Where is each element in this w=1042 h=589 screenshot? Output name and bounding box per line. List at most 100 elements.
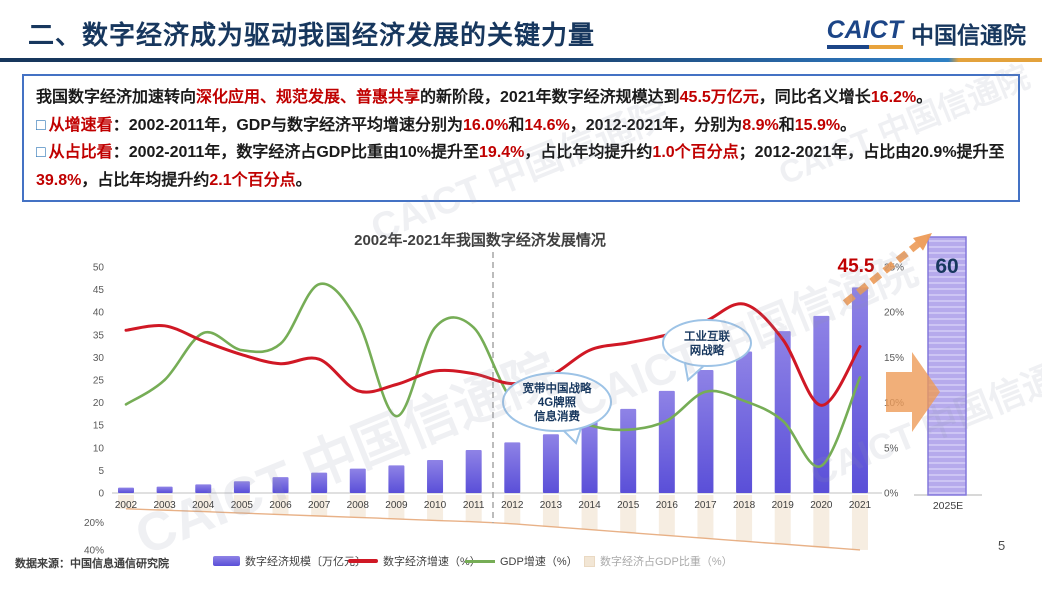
digital-economy-bar bbox=[697, 370, 714, 493]
emphasis-text: 14.6% bbox=[524, 116, 570, 134]
left-axis-tick: 0 bbox=[98, 489, 104, 500]
year-label: 2011 bbox=[463, 500, 485, 511]
digital-economy-bar bbox=[581, 419, 598, 493]
gdp-share-underbar bbox=[272, 495, 289, 515]
gdp-share-underbar bbox=[504, 495, 521, 524]
info-box: 我国数字经济加速转向深化应用、规范发展、普惠共享的新阶段，2021年数字经济规模… bbox=[22, 74, 1020, 203]
right-axis-tick: 15% bbox=[884, 353, 904, 364]
right-axis-arrow-icon bbox=[886, 352, 940, 432]
body-text: ：2002-2011年，数字经济占GDP比重由10%提升至 bbox=[112, 144, 480, 162]
digital-economy-bar bbox=[658, 390, 675, 493]
header: 二、数字经济成为驱动我国经济发展的关键力量 CAICT 中国信通院 bbox=[28, 10, 1026, 56]
legend-item-scale: 数字经济规模〔万亿元〕 bbox=[213, 553, 366, 569]
body-text: 和 bbox=[508, 116, 525, 134]
highlight-2021-value: 45.5 bbox=[838, 256, 875, 277]
year-label: 2018 bbox=[733, 500, 756, 511]
body-text: ，占比年均提升约 bbox=[81, 171, 210, 189]
right-axis-tick: 25% bbox=[884, 263, 904, 274]
emphasis-text: 39.8% bbox=[36, 171, 82, 189]
year-label: 2003 bbox=[154, 500, 177, 511]
gdp-share-underbar bbox=[233, 495, 250, 514]
digital-economy-bar bbox=[427, 460, 444, 493]
caict-logo-cn: 中国信通院 bbox=[911, 22, 1026, 48]
year-label: 2020 bbox=[810, 500, 833, 511]
digital-economy-bar bbox=[542, 434, 559, 493]
year-label: 2019 bbox=[772, 500, 795, 511]
digital-economy-bar bbox=[388, 465, 405, 493]
caict-logo: CAICT 中国信通院 bbox=[826, 16, 1026, 50]
body-text: 。 bbox=[840, 116, 857, 134]
green-line-swatch-icon bbox=[465, 559, 495, 563]
body-text: ，同比名义增长 bbox=[758, 89, 871, 106]
header-divider bbox=[0, 58, 1042, 62]
left-axis-tick: 5 bbox=[98, 466, 104, 477]
annotation-text: 工业互联 bbox=[684, 329, 730, 343]
emphasis-text: 15.9% bbox=[794, 116, 841, 134]
square-bullet-icon: □ bbox=[36, 116, 46, 134]
square-bullet-icon: □ bbox=[36, 144, 46, 162]
emphasis-text: 16.2% bbox=[870, 89, 917, 106]
right-axis-tick: 20% bbox=[884, 308, 904, 319]
digital-economy-bar bbox=[349, 468, 366, 493]
digital-economy-bar bbox=[311, 472, 328, 493]
right-axis-tick: 5% bbox=[884, 443, 899, 454]
forecast-bar-2025 bbox=[927, 236, 967, 496]
digital-economy-bar bbox=[272, 477, 289, 493]
annotation-text: 信息消费 bbox=[534, 409, 580, 423]
page-number: 5 bbox=[998, 538, 1006, 553]
body-text: 我国数字经济加速转向 bbox=[36, 89, 197, 106]
right-axis-tick: 0% bbox=[884, 489, 899, 500]
gdp-share-underbar bbox=[658, 495, 675, 536]
year-label: 2004 bbox=[192, 500, 215, 511]
digital-economy-bar bbox=[118, 487, 134, 493]
forecast-year-label: 2025E bbox=[933, 500, 963, 512]
year-label: 2002 bbox=[115, 500, 138, 511]
left-axis-tick: 35 bbox=[93, 330, 105, 341]
body-text: 。 bbox=[916, 89, 933, 106]
year-label: 2006 bbox=[269, 500, 292, 511]
legend-item-digital-growth: 数字经济增速（%） bbox=[348, 553, 481, 569]
forecast-arrow-head-icon bbox=[913, 233, 932, 251]
annotation-text: 宽带中国战略 bbox=[522, 381, 592, 395]
left-axis-tick: 30 bbox=[93, 353, 105, 364]
digital-economy-bar bbox=[620, 408, 637, 493]
gdp-share-underbar bbox=[851, 495, 868, 550]
year-label: 2015 bbox=[617, 500, 640, 511]
gdp-share-underbar bbox=[697, 495, 714, 539]
year-label: 2012 bbox=[501, 500, 524, 511]
digital-economy-bar bbox=[736, 351, 753, 493]
annotation-text: 网战略 bbox=[690, 343, 725, 357]
year-label: 2008 bbox=[347, 500, 370, 511]
legend-item-gdp-share: 数字经济占GDP比重（%） bbox=[584, 553, 733, 569]
year-label: 2014 bbox=[578, 500, 601, 511]
left-axis-tick: 45 bbox=[93, 285, 105, 296]
page-title: 二、数字经济成为驱动我国经济发展的关键力量 bbox=[28, 19, 596, 50]
year-label: 2017 bbox=[694, 500, 717, 511]
emphasis-text: 8.9% bbox=[742, 116, 779, 134]
gdp-share-underbar bbox=[195, 495, 212, 512]
gdp-share-underbar bbox=[311, 495, 328, 516]
left-axis-tick: 40 bbox=[93, 308, 105, 319]
legend-label: GDP增速（%） bbox=[500, 556, 578, 568]
gdp-share-underbar bbox=[156, 495, 173, 511]
left-axis-tick: 25 bbox=[93, 376, 105, 387]
emphasis-text: 1.0个百分点 bbox=[652, 144, 739, 162]
year-label: 2016 bbox=[656, 500, 679, 511]
digital-economy-bar bbox=[504, 442, 521, 493]
gdp-share-underbar bbox=[581, 495, 598, 530]
left-axis-tick: 20 bbox=[93, 398, 105, 409]
gdp-share-underbar bbox=[813, 495, 830, 548]
legend-label: 数字经济规模〔万亿元〕 bbox=[245, 556, 366, 568]
year-label: 2007 bbox=[308, 500, 331, 511]
gdp-share-underbar bbox=[427, 495, 444, 521]
annotation-bubble-broadband bbox=[502, 372, 612, 432]
body-text: 的新阶段，2021年数字经济规模达到 bbox=[420, 89, 680, 106]
body-text: ，2012-2021年，分别为 bbox=[569, 116, 743, 134]
gdp-share-underbar bbox=[774, 495, 791, 545]
legend-label: 数字经济占GDP比重（%） bbox=[600, 556, 733, 568]
chart-title: 2002年-2021年我国数字经济发展情况 bbox=[354, 232, 606, 249]
legend-item-gdp-growth: GDP增速（%） bbox=[465, 553, 578, 569]
emphasis-text: 从占比看 bbox=[48, 144, 113, 162]
year-label: 2013 bbox=[540, 500, 563, 511]
